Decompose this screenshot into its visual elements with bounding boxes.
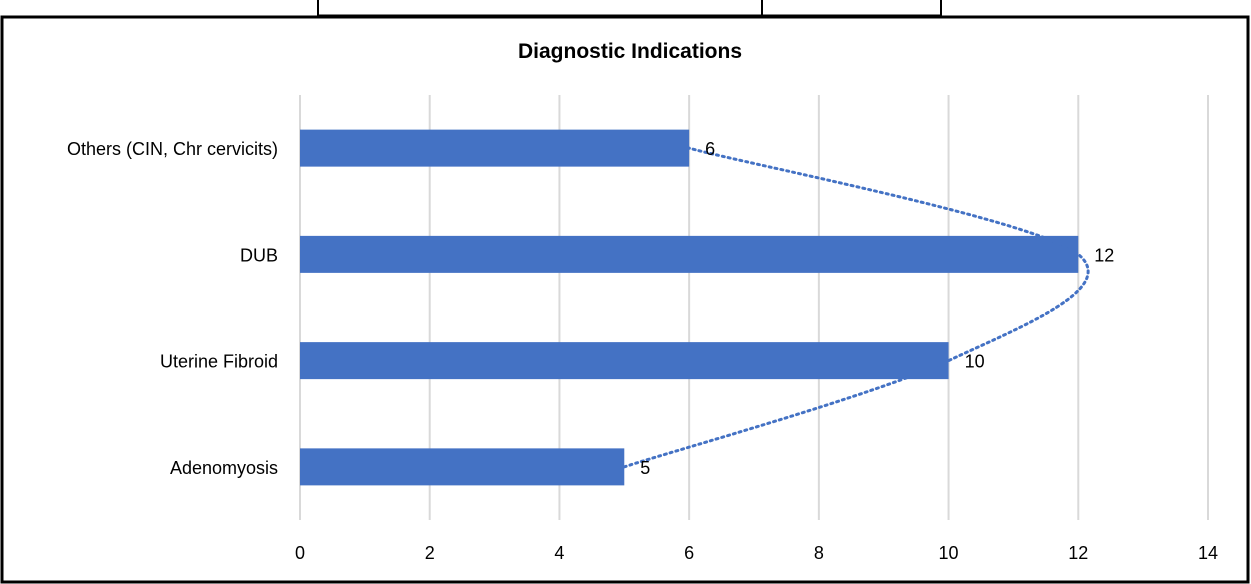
data-label-3: 6 xyxy=(705,139,715,159)
data-label-1: 10 xyxy=(965,352,985,372)
bar-uterine-fibroid xyxy=(300,342,949,380)
cropped-table-fragment xyxy=(317,0,942,18)
x-tick-label-4: 4 xyxy=(554,543,564,563)
x-tick-label-14: 14 xyxy=(1198,543,1218,563)
x-tick-label-8: 8 xyxy=(814,543,824,563)
trendline-layer xyxy=(622,146,1090,469)
x-tick-label-12: 12 xyxy=(1068,543,1088,563)
chart-border xyxy=(0,15,1250,584)
data-labels: 5 10 12 6 xyxy=(640,139,1114,478)
bars xyxy=(300,129,1079,486)
x-tick-label-6: 6 xyxy=(684,543,694,563)
x-tick-label-0: 0 xyxy=(295,543,305,563)
chart-title: Diagnostic Indications xyxy=(518,40,742,63)
bar-others-cin-chr-cervicits xyxy=(300,129,690,167)
category-label-3: Others (CIN, Chr cervicits) xyxy=(67,139,278,159)
category-label-2: DUB xyxy=(240,245,278,265)
bar-adenomyosis xyxy=(300,448,625,486)
x-tick-label-2: 2 xyxy=(425,543,435,563)
bar-dub xyxy=(300,235,1079,273)
trend-line xyxy=(622,146,1090,469)
data-label-0: 5 xyxy=(640,458,650,478)
tick-labels: 0 2 4 6 8 10 12 14 xyxy=(295,543,1218,563)
category-labels: Adenomyosis Uterine Fibroid DUB Others (CIN… xyxy=(67,139,278,478)
x-tick-label-10: 10 xyxy=(939,543,959,563)
category-label-0: Adenomyosis xyxy=(170,458,278,478)
data-label-2: 12 xyxy=(1094,245,1114,265)
category-label-1: Uterine Fibroid xyxy=(160,352,278,372)
